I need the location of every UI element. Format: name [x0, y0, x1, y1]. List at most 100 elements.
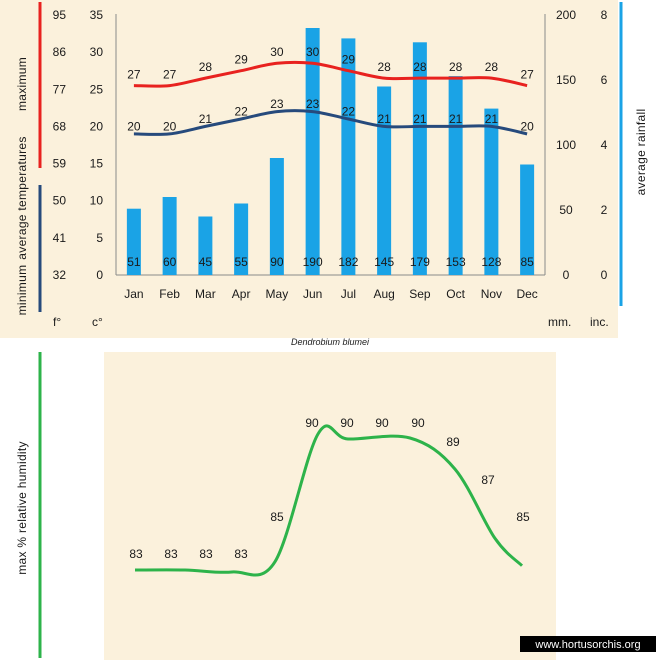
celsius-tick-5: 5	[96, 231, 103, 245]
inch-tick-4: 4	[601, 138, 608, 152]
month-mar: Mar	[195, 287, 216, 301]
rain-bar-aug	[377, 86, 392, 275]
minimum-temperature-line	[133, 109, 528, 136]
month-nov: Nov	[481, 287, 502, 301]
max-label-jun: 30	[306, 45, 320, 59]
max-label-mar: 28	[199, 60, 213, 74]
fahrenheit-tick-41: 41	[53, 231, 67, 245]
mm-tick-100: 100	[556, 138, 576, 152]
average-temperatures-label: average temperatures	[15, 136, 29, 259]
rain-label-apr: 55	[234, 255, 248, 269]
month-may: May	[266, 287, 289, 301]
rainfall-value-labels: 51 60 45 55 90 190 182 145 179 153 128 85	[127, 255, 534, 269]
humidity-axis-label: max % relative humidity	[15, 441, 29, 575]
inch-tick-6: 6	[601, 73, 608, 87]
humidity-label-jul: 90	[340, 416, 354, 430]
inch-tick-2: 2	[601, 203, 608, 217]
humidity-label-aug: 90	[375, 416, 389, 430]
humidity-label-apr: 83	[234, 547, 248, 561]
max-label-jul: 29	[342, 53, 356, 67]
fahrenheit-tick-68: 68	[53, 119, 67, 133]
maximum-label: maximum	[15, 57, 29, 111]
max-label-sep: 28	[413, 60, 427, 74]
rain-bar-jul	[341, 38, 356, 276]
humidity-label-nov: 87	[481, 473, 495, 487]
rain-bar-may	[269, 158, 284, 275]
min-label-jan: 20	[127, 119, 141, 133]
rain-label-jun: 190	[303, 255, 323, 269]
min-label-aug: 21	[377, 112, 391, 126]
rain-bar-dec	[520, 164, 535, 275]
min-label-dec: 20	[520, 119, 534, 133]
maximum-value-labels: 27 27 28 29 30 30 29 28 28 28 28 27	[127, 45, 534, 81]
watermark-box	[520, 636, 656, 652]
month-oct: Oct	[446, 287, 465, 301]
min-label-feb: 20	[163, 119, 177, 133]
humidity-label-oct: 89	[446, 435, 460, 449]
min-label-oct: 21	[449, 112, 463, 126]
celsius-tick-0: 0	[96, 268, 103, 282]
celsius-tick-25: 25	[90, 82, 104, 96]
max-label-nov: 28	[485, 60, 499, 74]
month-jun: Jun	[303, 287, 322, 301]
humidity-label-dec: 85	[516, 510, 530, 524]
species-title: Dendrobium blumei	[291, 337, 370, 347]
humidity-label-sep: 90	[411, 416, 425, 430]
month-apr: Apr	[232, 287, 251, 301]
max-label-oct: 28	[449, 60, 463, 74]
rain-bar-mar	[198, 216, 213, 275]
rain-label-jul: 182	[338, 255, 358, 269]
humidity-label-may: 85	[270, 510, 284, 524]
fahrenheit-tick-77: 77	[53, 82, 67, 96]
humidity-label-mar: 83	[199, 547, 213, 561]
minimum-value-labels: 20 20 21 22 23 23 22 21 21 21 21 20	[127, 97, 534, 133]
inch-unit: inc.	[590, 315, 609, 329]
min-label-sep: 21	[413, 112, 427, 126]
rain-label-mar: 45	[199, 255, 213, 269]
min-label-mar: 21	[199, 112, 213, 126]
month-aug: Aug	[373, 287, 394, 301]
humidity-value-labels: 83 83 83 83 85 90 90 90 90 89 87 85	[129, 416, 530, 561]
watermark-text: www.hortusorchis.org	[534, 639, 640, 651]
min-label-jul: 22	[342, 105, 356, 119]
rain-label-jan: 51	[127, 255, 141, 269]
rain-bar-feb	[162, 197, 177, 275]
celsius-unit: c°	[92, 315, 103, 329]
minimum-label: minimum	[15, 265, 29, 316]
rain-bar-sep	[412, 42, 427, 275]
inch-ticks: 0 2 4 6 8	[601, 8, 608, 282]
mm-tick-200: 200	[556, 8, 576, 22]
rain-bar-apr	[234, 203, 249, 275]
fahrenheit-tick-59: 59	[53, 157, 67, 171]
fahrenheit-ticks: 32 41 50 59 68 77 86 95	[53, 8, 67, 282]
rain-label-feb: 60	[163, 255, 177, 269]
average-rainfall-label: average rainfall	[634, 109, 648, 196]
humidity-label-jun: 90	[305, 416, 319, 430]
max-label-dec: 27	[520, 67, 534, 81]
humidity-panel	[104, 352, 556, 660]
rain-bar-jan	[126, 208, 141, 275]
month-dec: Dec	[516, 287, 537, 301]
rain-label-may: 90	[270, 255, 284, 269]
rain-label-dec: 85	[520, 255, 534, 269]
rain-bar-jun	[305, 28, 320, 275]
fahrenheit-tick-50: 50	[53, 194, 67, 208]
min-label-may: 23	[270, 97, 284, 111]
month-jan: Jan	[124, 287, 143, 301]
inch-tick-0: 0	[601, 268, 608, 282]
fahrenheit-tick-86: 86	[53, 45, 67, 59]
max-label-jan: 27	[127, 67, 141, 81]
mm-tick-150: 150	[556, 73, 576, 87]
mm-tick-50: 50	[559, 203, 573, 217]
mm-tick-0: 0	[563, 268, 570, 282]
celsius-tick-10: 10	[90, 194, 104, 208]
month-feb: Feb	[159, 287, 180, 301]
min-label-jun: 23	[306, 97, 320, 111]
month-jul: Jul	[341, 287, 356, 301]
rain-bar-nov	[484, 108, 499, 275]
celsius-tick-15: 15	[90, 157, 104, 171]
rain-label-oct: 153	[446, 255, 466, 269]
fahrenheit-tick-32: 32	[53, 268, 67, 282]
fahrenheit-unit: f°	[53, 315, 61, 329]
